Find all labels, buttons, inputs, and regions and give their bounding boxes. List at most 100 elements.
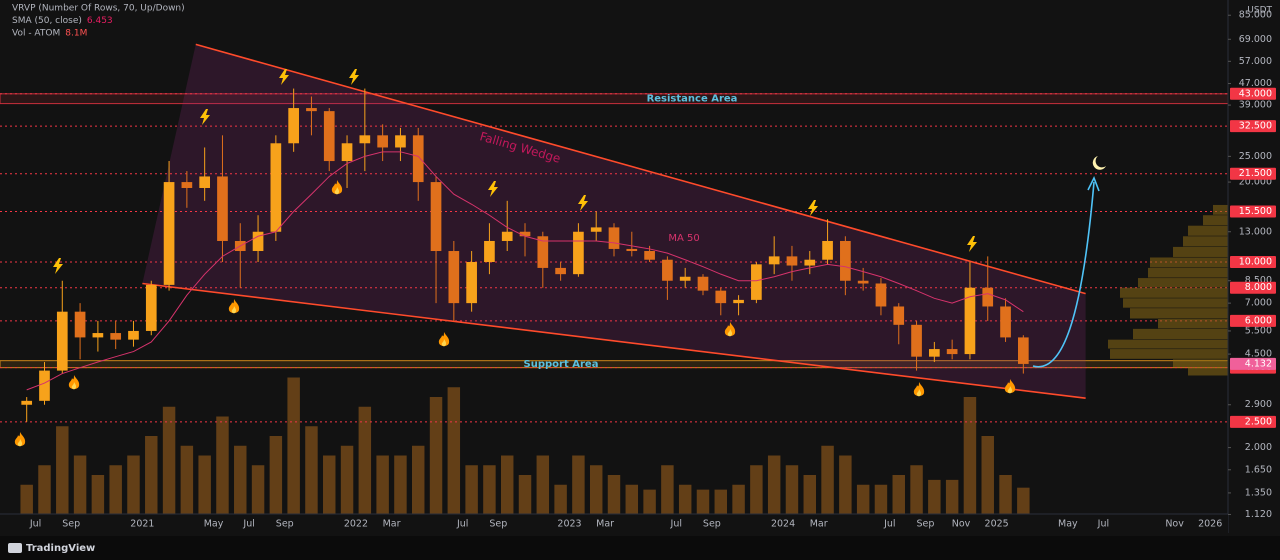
candle-body (875, 283, 887, 307)
candle-body (733, 299, 744, 304)
volume-bar (572, 455, 585, 514)
x-tick-label: May (1058, 519, 1078, 530)
level-label: 43.000 (1239, 88, 1272, 99)
volume-bar (500, 455, 514, 514)
volume-bar (38, 465, 51, 514)
x-tick-label: 2025 (985, 519, 1009, 530)
moon-icon (1092, 156, 1106, 170)
candle-body (359, 135, 371, 144)
volume-bar (536, 455, 550, 514)
candle-body (573, 231, 584, 275)
volume-bar (945, 479, 959, 514)
volume-bar (856, 484, 870, 514)
volume-bar (963, 397, 977, 514)
volume-bar (162, 406, 176, 514)
level-label: 15.500 (1239, 206, 1272, 217)
candle-body (608, 227, 620, 249)
candle-body (964, 287, 976, 355)
tv-logo (8, 543, 22, 553)
level-badge (1230, 256, 1276, 269)
candle-body (946, 349, 958, 355)
volume-bar (839, 455, 852, 514)
projection-arrowhead (1087, 176, 1100, 192)
x-tick-label: 2026 (1198, 519, 1222, 530)
level-badge (1230, 415, 1276, 428)
ma-label: MA 50 (668, 233, 699, 244)
indicator-legend: VRVP (Number Of Rows, 70, Up/Down) SMA (5… (12, 4, 185, 39)
y-tick-label: 7.000 (1245, 298, 1272, 309)
ma-line (26, 151, 1024, 391)
projection-arrow (1032, 181, 1095, 368)
x-tick-label: May (204, 519, 224, 530)
candle-body (626, 248, 638, 252)
candle-body (163, 182, 175, 285)
candle-body (501, 231, 513, 241)
candle-body (466, 262, 477, 304)
x-tick-label: 2024 (771, 519, 795, 530)
x-tick-label: Sep (489, 519, 507, 530)
volume-profile-bar (1138, 278, 1228, 288)
volume-profile-bar (1213, 204, 1228, 215)
volume-bar (145, 436, 158, 514)
x-tick-label: Sep (276, 519, 294, 530)
axis-layer: 85.000 69.000 57.000 47.000 39.000 25.000 20.0… (29, 10, 1276, 530)
candle-body (537, 236, 549, 268)
y-tick-label: 1.120 (1245, 509, 1272, 520)
volume-bar (180, 445, 194, 514)
candle-body (822, 240, 833, 260)
volume-bar (198, 455, 211, 514)
volume-bar (803, 475, 816, 514)
volume-bar (625, 484, 639, 514)
watermark: TradingView (26, 543, 95, 554)
candle-body (1017, 337, 1029, 364)
candle-body (982, 287, 994, 307)
indicator-name: Vol - ATOM (12, 29, 60, 39)
volume-bar (56, 426, 69, 514)
level-badge (1230, 281, 1276, 294)
x-tick-label: Nov (952, 519, 971, 530)
x-tick-label: 2021 (130, 519, 154, 530)
volume-profile-bar (1183, 236, 1228, 247)
candle-body (768, 256, 780, 265)
y-tick-label: 39.000 (1239, 100, 1272, 111)
x-tick-label: Mar (810, 519, 828, 530)
volume-bar (429, 397, 443, 514)
level-badge (1230, 205, 1276, 218)
volume-profile-bar (1203, 215, 1228, 226)
y-tick-label: 85.000 (1239, 10, 1272, 21)
volume-profile-bar (1150, 257, 1228, 268)
candle-body (217, 176, 228, 241)
back-layer (0, 44, 1229, 423)
x-tick-label: Sep (62, 519, 80, 530)
x-tick-label: Mar (596, 519, 614, 530)
volume-bar (465, 465, 478, 514)
candle-body (395, 135, 406, 148)
current-price-label: 4.132 (1245, 358, 1272, 369)
x-tick-label: Mar (383, 519, 401, 530)
y-tick-label: 20.000 (1239, 177, 1272, 188)
volume-profile-bar (1148, 267, 1228, 278)
volume-bar (607, 475, 621, 514)
candle-body (715, 290, 727, 304)
y-tick-label: 5.500 (1245, 325, 1272, 336)
candle-body (519, 231, 531, 237)
candle-body (804, 259, 816, 266)
x-tick-label: Jul (29, 519, 41, 530)
volume-bar (767, 455, 781, 514)
volume-profile-bar (1130, 308, 1228, 319)
volume-bar (109, 465, 122, 514)
y-tick-label: 13.000 (1239, 226, 1272, 237)
volume-bar (981, 436, 994, 514)
volume-profile-bar (1188, 225, 1228, 236)
candle-body (697, 276, 709, 291)
candle-body (590, 227, 602, 232)
volume-profile-bar (1158, 319, 1228, 329)
wedge-fill (142, 44, 1086, 399)
x-tick-label: 2023 (557, 519, 581, 530)
candle-body (911, 324, 922, 357)
x-tick-label: Jul (1097, 519, 1109, 530)
volume-bar (447, 387, 461, 514)
volume-profile-bar (1133, 328, 1228, 340)
